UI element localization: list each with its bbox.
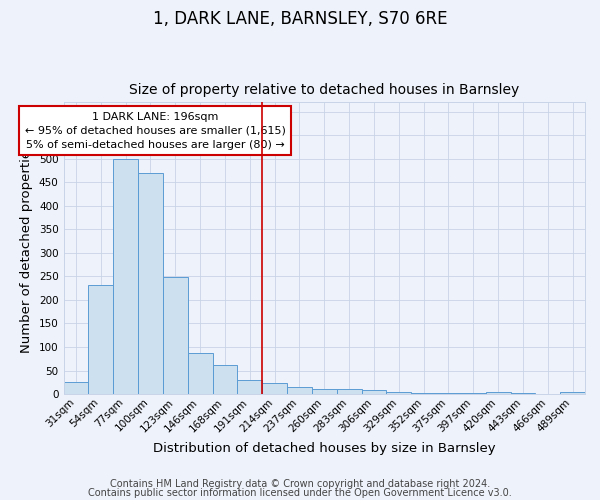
Bar <box>138 173 163 394</box>
Bar <box>386 392 411 394</box>
Bar <box>511 393 535 394</box>
Bar <box>238 380 262 394</box>
Bar <box>113 159 138 394</box>
Bar <box>560 392 585 394</box>
Bar <box>411 393 436 394</box>
Bar <box>485 392 511 394</box>
Bar <box>312 389 337 394</box>
Bar <box>163 278 188 394</box>
Y-axis label: Number of detached properties: Number of detached properties <box>20 143 34 353</box>
Bar <box>188 352 212 394</box>
Text: Contains HM Land Registry data © Crown copyright and database right 2024.: Contains HM Land Registry data © Crown c… <box>110 479 490 489</box>
Bar <box>362 390 386 394</box>
Bar <box>461 393 485 394</box>
Bar <box>262 383 287 394</box>
Text: 1, DARK LANE, BARNSLEY, S70 6RE: 1, DARK LANE, BARNSLEY, S70 6RE <box>153 10 447 28</box>
X-axis label: Distribution of detached houses by size in Barnsley: Distribution of detached houses by size … <box>153 442 496 455</box>
Bar <box>337 390 362 394</box>
Bar <box>212 365 238 394</box>
Title: Size of property relative to detached houses in Barnsley: Size of property relative to detached ho… <box>129 83 520 97</box>
Bar <box>88 285 113 394</box>
Bar <box>64 382 88 394</box>
Bar <box>287 388 312 394</box>
Text: 1 DARK LANE: 196sqm
← 95% of detached houses are smaller (1,615)
5% of semi-deta: 1 DARK LANE: 196sqm ← 95% of detached ho… <box>25 112 286 150</box>
Text: Contains public sector information licensed under the Open Government Licence v3: Contains public sector information licen… <box>88 488 512 498</box>
Bar <box>436 393 461 394</box>
